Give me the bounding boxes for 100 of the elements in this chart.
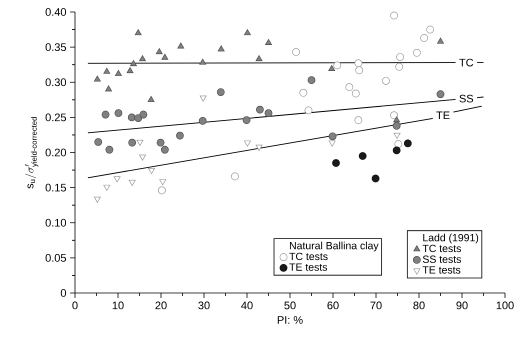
point (394, 132, 400, 139)
point (106, 146, 114, 154)
point (218, 45, 225, 52)
point (128, 113, 136, 122)
y-tick-label: 0.25 (46, 114, 66, 122)
point (156, 138, 164, 147)
point (328, 65, 336, 71)
point (358, 152, 367, 160)
point (161, 54, 168, 60)
point (200, 96, 207, 102)
point (102, 110, 110, 118)
point (94, 196, 101, 203)
point (396, 53, 404, 61)
point (159, 179, 166, 186)
point (114, 176, 121, 182)
legend-label: TE tests (422, 266, 460, 274)
point (103, 68, 110, 74)
point (390, 111, 398, 120)
point (115, 70, 122, 76)
point (136, 140, 144, 146)
point (308, 76, 316, 84)
text: Natural Ballina clay (290, 242, 379, 252)
point (292, 48, 300, 56)
y-tick-label: 0.30 (46, 78, 66, 86)
text: Ladd (1991) (423, 234, 478, 244)
y-tick-label: 0.35 (46, 43, 66, 52)
point (256, 106, 264, 114)
y-tick-label: 0.15 (46, 184, 66, 192)
series-label: TC (459, 58, 474, 66)
point (176, 132, 184, 140)
x-tick-label: 80 (413, 302, 425, 310)
point (395, 62, 404, 71)
point (103, 184, 110, 191)
point (148, 96, 155, 102)
point (160, 146, 169, 154)
y-tick-label: 0.40 (46, 8, 66, 16)
point (256, 55, 262, 62)
point (158, 186, 166, 194)
point (394, 140, 402, 148)
x-tick-label: 90 (456, 302, 468, 310)
x-tick-label: 100 (496, 302, 514, 310)
point (404, 139, 412, 148)
point (382, 76, 390, 85)
point (355, 66, 364, 74)
point (328, 140, 336, 147)
point (105, 85, 112, 92)
point (393, 116, 400, 122)
point (231, 172, 239, 180)
point (134, 29, 142, 36)
point (328, 132, 336, 140)
legend-label: TC tests (289, 252, 328, 260)
point (354, 116, 362, 124)
point (139, 110, 148, 118)
point (437, 38, 444, 44)
point (390, 12, 398, 20)
point (244, 29, 251, 36)
y-tick-label: 0.10 (46, 218, 66, 227)
point (216, 88, 225, 96)
y-tick-label: 0 (60, 289, 66, 297)
point (392, 122, 401, 130)
point (126, 67, 134, 74)
x-tick-label: 70 (370, 302, 382, 310)
x-tick-label: 50 (284, 302, 296, 310)
point (345, 83, 354, 92)
point (299, 88, 308, 97)
point (148, 168, 155, 174)
point (333, 62, 342, 70)
point (332, 159, 340, 167)
legend-label: TC tests (422, 244, 461, 252)
point (130, 60, 137, 66)
point (128, 180, 136, 186)
point (156, 48, 163, 54)
x-tick-label: 0 (72, 302, 78, 310)
point (436, 90, 444, 98)
point (94, 138, 102, 146)
x-tick-label: 30 (198, 302, 210, 310)
point (372, 174, 380, 182)
point (139, 154, 146, 161)
point (128, 138, 136, 147)
y-axis-title: $\mathsf{s}_{\mathsf{u}}/\sigma'_{\text{\sffamily yield-corrected}}$ (24, 117, 38, 189)
x-tick-label: 10 (112, 302, 124, 310)
point (392, 146, 401, 154)
point (177, 42, 184, 49)
x-tick-label: 60 (327, 302, 339, 310)
legend-label: TE tests (289, 264, 328, 271)
point (244, 140, 251, 147)
point (114, 109, 122, 118)
legend-label: SS tests (422, 256, 461, 263)
x-tick-label: 20 (155, 302, 167, 310)
x-tick-label: 40 (241, 302, 253, 310)
point (139, 55, 146, 62)
point (352, 90, 360, 98)
y-tick-label: 0.05 (46, 254, 66, 262)
point (199, 58, 206, 65)
point (304, 106, 312, 114)
point (265, 39, 272, 46)
point (412, 48, 421, 57)
point (198, 117, 207, 125)
series-label: TE (436, 112, 450, 120)
y-tick-label: 0.20 (46, 148, 66, 156)
